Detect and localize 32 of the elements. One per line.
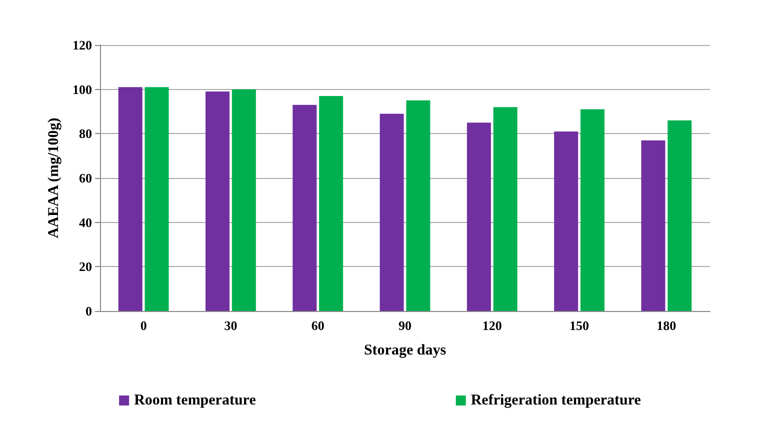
bar <box>641 140 666 311</box>
bar <box>319 96 344 311</box>
x-axis-title: Storage days <box>364 342 446 358</box>
bar <box>206 92 230 311</box>
x-tick-label: 120 <box>482 318 502 333</box>
x-tick-label: 90 <box>398 318 412 333</box>
y-tick-label: 100 <box>72 82 92 97</box>
y-tick-label: 40 <box>79 214 92 230</box>
x-tick-label: 180 <box>656 318 676 333</box>
y-tick-label: 60 <box>79 170 92 186</box>
bar <box>406 100 430 311</box>
bar <box>144 87 169 311</box>
bar <box>493 107 518 311</box>
y-tick-label: 120 <box>72 38 92 52</box>
bar <box>292 104 317 311</box>
y-tick-label: 20 <box>79 259 92 274</box>
legend-label: Refrigeration temperature <box>470 392 642 408</box>
x-tick-label: 30 <box>224 318 238 333</box>
bar <box>668 120 692 311</box>
y-tick-label: 80 <box>79 126 92 142</box>
y-axis-title: AAEAA (mg/100g) <box>46 118 62 238</box>
bar <box>118 87 142 311</box>
legend-label: Room temperature <box>134 392 256 408</box>
bar <box>580 109 604 311</box>
bar <box>554 131 578 311</box>
x-tick-label: 150 <box>570 318 590 333</box>
bar <box>380 114 404 311</box>
bar <box>232 89 256 311</box>
bar <box>466 122 491 311</box>
x-tick-label: 0 <box>140 318 147 333</box>
x-tick-label: 60 <box>311 318 324 333</box>
y-tick-label: 0 <box>86 304 92 318</box>
